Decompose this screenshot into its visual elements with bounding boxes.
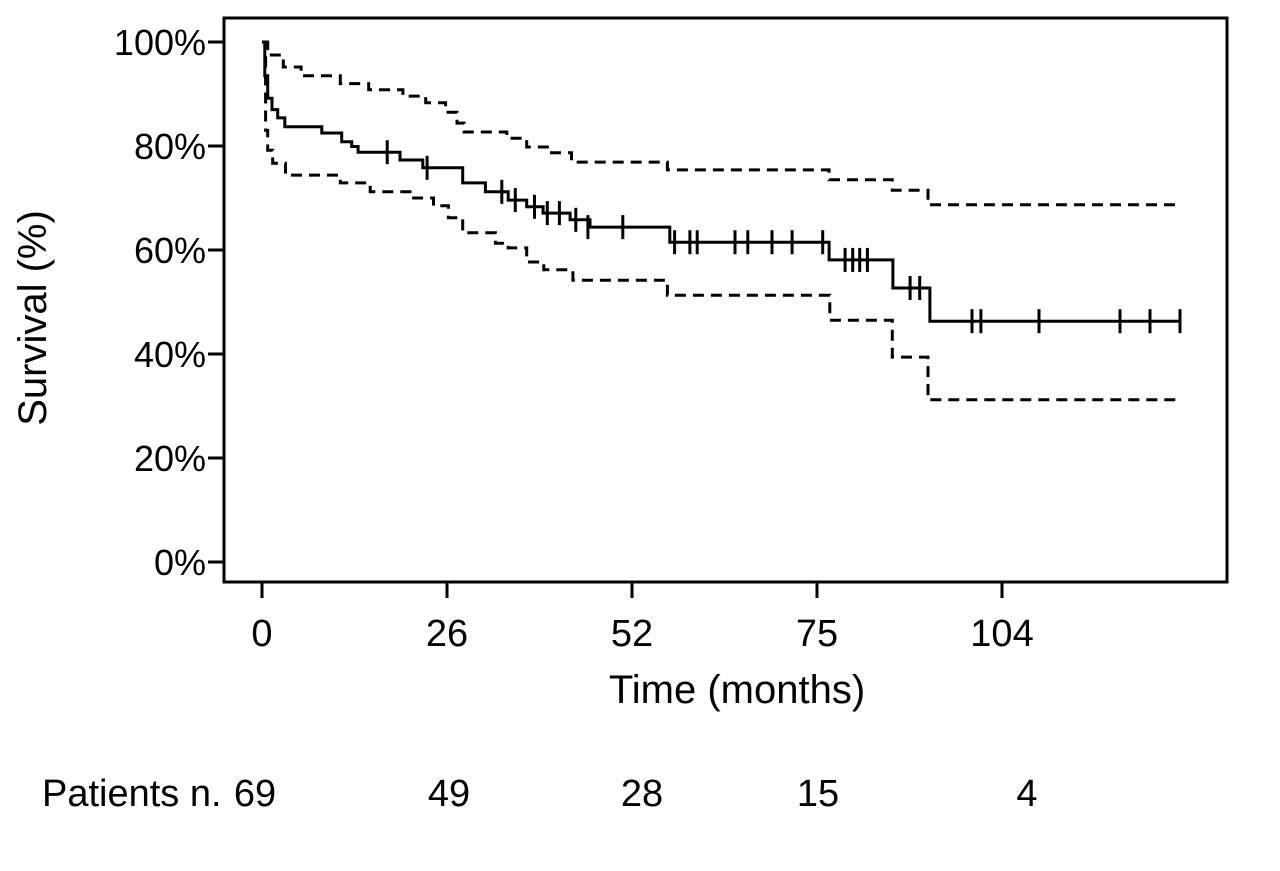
y-tick-label: 40% xyxy=(134,334,206,375)
lower-95-ci-curve xyxy=(264,56,1181,402)
plot-border xyxy=(222,16,1229,584)
chart-axes: 0% 20% 40% 60% 80% 100% 0 26 52 75 104 xyxy=(114,16,1229,655)
at-risk-count: 4 xyxy=(1016,773,1037,815)
x-tick-label: 52 xyxy=(611,613,653,655)
y-tick-label: 20% xyxy=(134,438,206,479)
at-risk-count: 69 xyxy=(234,773,276,815)
y-tick-label: 80% xyxy=(134,126,206,167)
y-axis-title: Survival (%) xyxy=(11,210,55,426)
x-tick-label: 104 xyxy=(970,613,1033,655)
x-tick-label: 75 xyxy=(796,613,838,655)
chart-curves xyxy=(262,40,1182,402)
at-risk-count: 49 xyxy=(428,773,470,815)
y-tick-label: 100% xyxy=(114,22,206,63)
x-axis-title: Time (months) xyxy=(609,668,865,712)
y-tick-label: 0% xyxy=(154,542,206,583)
at-risk-label: Patients n. xyxy=(42,773,222,815)
at-risk-counts: 69 49 28 15 4 xyxy=(234,773,1038,815)
at-risk-count: 28 xyxy=(621,773,663,815)
upper-95-ci-curve xyxy=(264,40,1181,207)
survival-curve xyxy=(262,40,1181,323)
y-tick-label: 60% xyxy=(134,230,206,271)
at-risk-count: 15 xyxy=(797,773,839,815)
x-tick-label: 26 xyxy=(426,613,468,655)
x-tick-label: 0 xyxy=(251,613,272,655)
